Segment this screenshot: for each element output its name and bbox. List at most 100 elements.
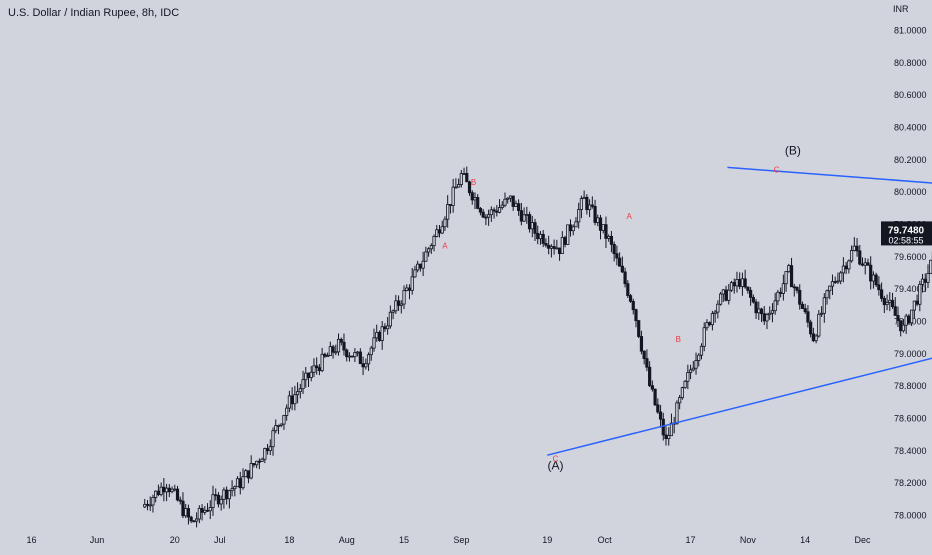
candle-body: [219, 498, 223, 505]
candle-body: [148, 504, 152, 507]
x-tick-label: Jun: [90, 535, 105, 545]
wave-label-minor: B: [676, 335, 681, 344]
candle-body: [678, 397, 682, 404]
wave-label-minor: B: [471, 178, 476, 187]
candle-body: [751, 296, 755, 303]
candle-body: [383, 326, 387, 330]
candle-body: [860, 263, 865, 266]
candle-body: [203, 509, 207, 513]
candle-body: [184, 508, 188, 517]
candle-body: [506, 197, 510, 200]
candle-body: [918, 283, 922, 305]
last-price-tag: [881, 221, 932, 246]
candle-body: [839, 272, 843, 282]
candle-body: [413, 269, 417, 278]
y-tick-label: 79.4000: [894, 284, 927, 294]
candle-body: [260, 458, 264, 462]
candle-body: [713, 311, 717, 314]
candle-body: [825, 290, 829, 299]
candle-body: [577, 209, 581, 223]
candle-body: [347, 355, 352, 358]
candle-body: [495, 210, 499, 213]
candle-body: [683, 380, 687, 389]
candle-body: [192, 520, 196, 523]
candle-body: [661, 418, 665, 436]
candle-body: [361, 363, 365, 368]
candle-body: [729, 282, 734, 291]
y-tick-label: 78.2000: [894, 478, 927, 488]
x-tick-label: Sep: [453, 535, 469, 545]
candle-body: [781, 283, 785, 294]
candle-body: [899, 320, 903, 332]
candle-body: [200, 507, 204, 513]
candle-body: [563, 237, 567, 245]
candle-body: [235, 478, 240, 488]
candle-body: [350, 355, 354, 358]
candle-body: [590, 204, 594, 207]
candle-body: [552, 246, 556, 249]
candle-body: [645, 358, 649, 368]
candle-body: [871, 274, 876, 282]
candle-body: [369, 347, 373, 356]
candle-body: [920, 278, 925, 285]
x-tick-label: 17: [686, 535, 696, 545]
candle-body: [784, 271, 788, 285]
y-tick-label: 80.6000: [894, 90, 927, 100]
candle-body: [828, 285, 832, 292]
candle-body: [880, 289, 884, 299]
candle-body: [710, 313, 715, 326]
candle-body: [634, 309, 638, 322]
candle-body: [877, 284, 881, 291]
candle-body: [768, 312, 772, 316]
x-tick-label: 19: [542, 535, 552, 545]
candle-body: [863, 262, 867, 266]
candle-body: [623, 271, 627, 285]
candle-body: [809, 321, 813, 335]
candle-body: [451, 186, 455, 206]
candle-body: [866, 262, 870, 266]
candle-body: [517, 203, 521, 211]
candle-body: [364, 363, 368, 368]
candle-body: [593, 206, 597, 223]
candle-body: [885, 302, 889, 306]
candle-body: [615, 253, 619, 259]
candle-body: [721, 289, 725, 295]
candle-body: [609, 235, 614, 245]
candle-body: [601, 224, 605, 231]
candle-body: [227, 490, 231, 500]
candle-body: [418, 263, 422, 269]
candle-body: [143, 503, 147, 508]
candle-body: [530, 222, 534, 230]
candle-body: [637, 320, 641, 337]
candle-body: [817, 313, 821, 337]
candle-body: [904, 315, 908, 326]
candle-body: [893, 306, 897, 316]
candle-body: [667, 435, 671, 439]
candle-body: [557, 247, 562, 254]
candle-body: [582, 196, 586, 200]
candle-body: [489, 209, 493, 216]
trendline-lower[interactable]: [547, 276, 932, 456]
candle-body: [639, 336, 644, 352]
candle-body: [162, 486, 166, 493]
candle-body: [607, 235, 611, 239]
candle-body: [448, 204, 453, 206]
candle-body: [620, 265, 624, 273]
candle-body: [765, 314, 769, 322]
candle-body: [923, 278, 927, 283]
candle-body: [167, 487, 171, 493]
candle-body: [230, 488, 234, 492]
x-tick-label: Nov: [740, 535, 757, 545]
candle-body: [686, 372, 690, 382]
x-tick-label: 15: [399, 535, 409, 545]
candle-body: [798, 289, 802, 305]
candle-body: [342, 341, 346, 351]
candle-body: [656, 404, 660, 413]
x-tick-label: 14: [800, 535, 810, 545]
trendline-upper[interactable]: [727, 166, 932, 207]
candle-body: [334, 351, 338, 354]
candle-body: [456, 184, 461, 188]
candle-body: [789, 265, 794, 288]
